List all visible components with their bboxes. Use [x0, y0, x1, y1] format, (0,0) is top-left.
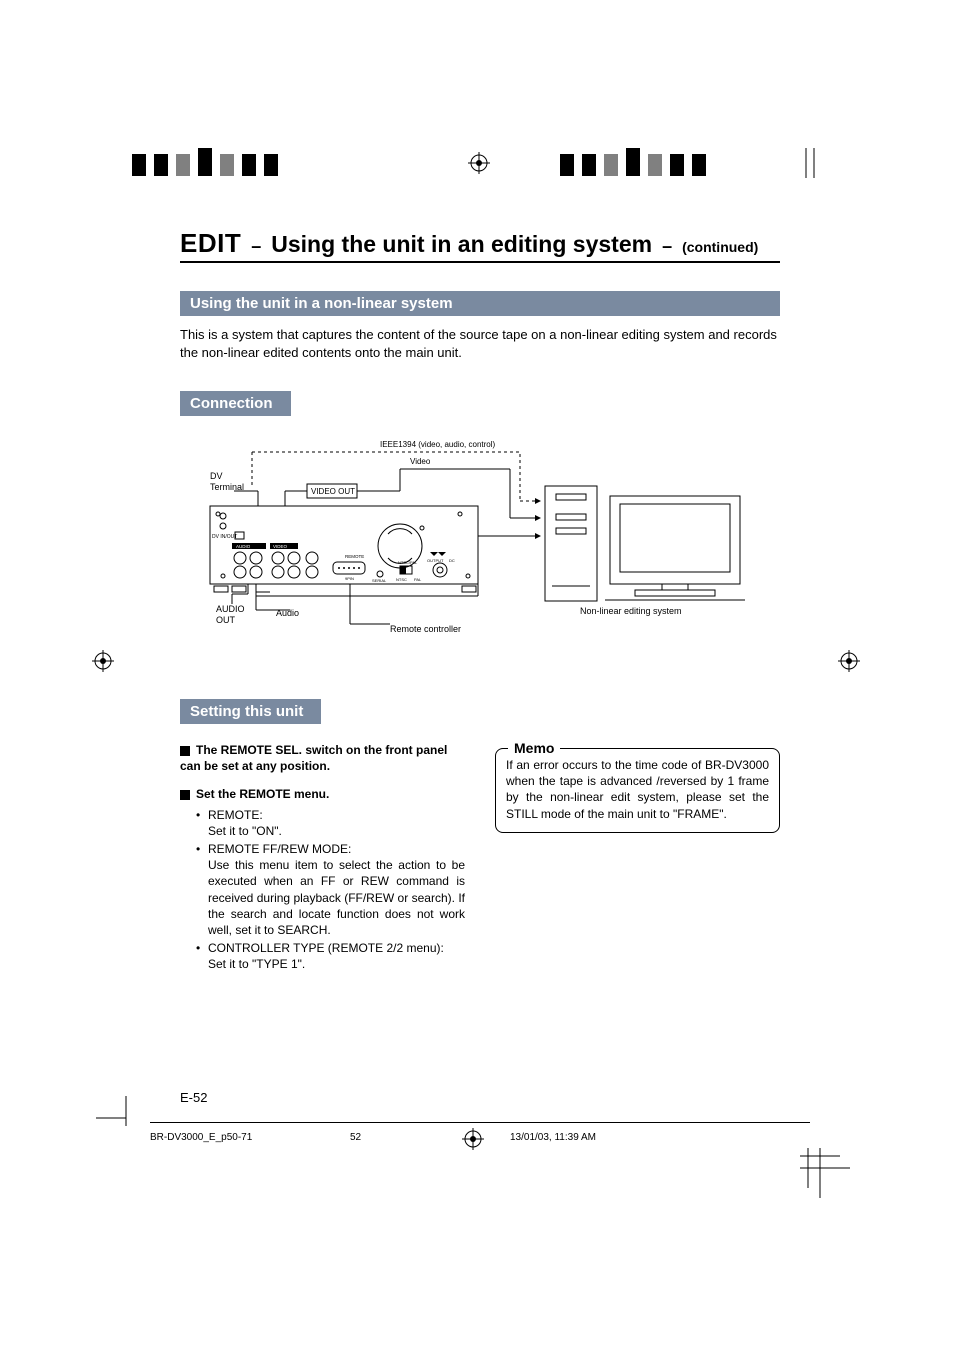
diagram-remote-controller: Remote controller [390, 624, 461, 634]
footer-divider [150, 1122, 810, 1123]
title-continued: (continued) [682, 239, 758, 255]
section-setting: Setting this unit [180, 699, 321, 724]
remote-sel-text: The REMOTE SEL. switch on the front pane… [180, 743, 447, 773]
panel-video: VIDEO [273, 544, 288, 549]
diagram-video-label: Video [410, 457, 431, 466]
diagram-dv1: DV [210, 471, 223, 481]
set-remote-menu: Set the REMOTE menu. [196, 787, 329, 801]
memo-body: If an error occurs to the time code of B… [506, 757, 769, 822]
diagram-ieee-label: IEEE1394 (video, audio, control) [380, 440, 496, 449]
bullet-ctrl-h: CONTROLLER TYPE (REMOTE 2/2 menu): [208, 941, 444, 955]
panel-ntscpal: NTSC/PAL [398, 560, 418, 565]
bullet-remote-b: Set it to "ON". [208, 824, 282, 838]
memo-title: Memo [508, 739, 560, 758]
panel-dvinout: DV IN/OUT [212, 534, 237, 540]
section-nonlinear: Using the unit in a non-linear system [180, 291, 780, 316]
right-column: Memo If an error occurs to the time code… [495, 742, 780, 974]
bullet-ctrl-b: Set it to "TYPE 1". [208, 957, 305, 971]
panel-output: OUTPUT [427, 558, 444, 563]
reg-target-bottom [462, 1128, 484, 1150]
intro-text: This is a system that captures the conte… [180, 326, 780, 361]
panel-9pin: 9PIN [345, 576, 354, 581]
reg-target-right [838, 650, 860, 672]
left-column: The REMOTE SEL. switch on the front pane… [180, 742, 465, 974]
title-main: Using the unit in an editing system [271, 231, 652, 258]
reg-bars-top-right [560, 148, 706, 176]
connection-diagram: IEEE1394 (video, audio, control) Video D… [190, 436, 750, 656]
reg-target-top [468, 152, 490, 174]
reg-target-left [92, 650, 114, 672]
bullet-remote-h: REMOTE: [208, 808, 263, 822]
bullet-ffrew-b: Use this menu item to select the action … [208, 857, 465, 938]
diagram-audioout2: OUT [216, 615, 236, 625]
footer-datetime: 13/01/03, 11:39 AM [510, 1132, 810, 1143]
panel-serial: SERIAL [372, 578, 387, 583]
diagram-videoout: VIDEO OUT [311, 487, 355, 496]
title-dash2: – [662, 236, 672, 257]
footer-file: BR-DV3000_E_p50-71 [150, 1132, 350, 1143]
page-number: E-52 [180, 1090, 207, 1105]
square-icon [180, 790, 190, 800]
panel-dc: DC [449, 558, 455, 563]
diagram-nonlinear: Non-linear editing system [580, 606, 682, 616]
bullet-ffrew-h: REMOTE FF/REW MODE: [208, 842, 351, 856]
memo-box: Memo If an error occurs to the time code… [495, 748, 780, 833]
title-dash1: – [251, 236, 261, 257]
panel-ntsc: NTSC [396, 577, 407, 582]
reg-lines-top-right [800, 148, 840, 193]
crop-corner-bl [96, 1096, 142, 1147]
diagram-audioout1: AUDIO [216, 604, 245, 614]
page-title-row: EDIT – Using the unit in an editing syst… [180, 228, 780, 263]
panel-remote: REMOTE [345, 554, 364, 559]
page-content: EDIT – Using the unit in an editing syst… [180, 228, 780, 975]
title-edit: EDIT [180, 228, 241, 259]
section-connection: Connection [180, 391, 291, 416]
footer-page: 52 [350, 1132, 510, 1143]
square-icon [180, 746, 190, 756]
reg-bars-top-left [132, 148, 278, 176]
crop-corner-br [800, 1148, 860, 1213]
panel-pal: PAL [414, 577, 422, 582]
panel-audio: AUDIO [236, 544, 251, 549]
